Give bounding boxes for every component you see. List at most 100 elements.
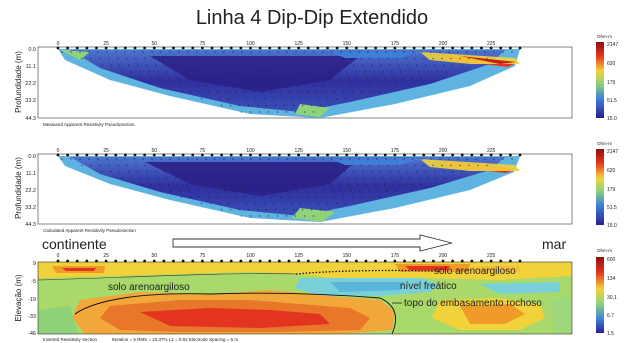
x-tick: 25 xyxy=(103,253,109,259)
datapoint-marker xyxy=(448,51,450,53)
datapoint-marker xyxy=(427,71,429,73)
datapoint-marker xyxy=(229,208,232,211)
x-tick: 25 xyxy=(103,41,109,47)
datapoint-marker xyxy=(420,183,422,186)
datapoint-marker xyxy=(231,183,233,186)
electrode-marker xyxy=(306,46,310,50)
datapoint-marker xyxy=(223,51,225,53)
datapoint-marker xyxy=(175,177,177,179)
electrode-marker xyxy=(383,259,387,263)
datapoint-marker xyxy=(209,64,211,67)
x-tick: 125 xyxy=(294,41,303,47)
datapoint-marker xyxy=(297,164,299,167)
datapoint-marker xyxy=(117,164,119,167)
datapoint-marker xyxy=(259,158,261,160)
datapoint-marker xyxy=(254,202,257,205)
datapoint-marker xyxy=(160,84,163,87)
left-label: continente xyxy=(42,236,107,252)
datapoint-marker xyxy=(389,170,391,173)
datapoint-marker xyxy=(324,196,327,198)
datapoint-marker xyxy=(358,84,361,87)
y-tick: 11.1 xyxy=(26,171,36,177)
electrode-marker xyxy=(451,46,455,50)
datapoint-marker xyxy=(171,57,173,60)
datapoint-marker xyxy=(292,71,294,73)
datapoint-marker xyxy=(288,57,290,60)
datapoint-marker xyxy=(189,91,192,93)
datapoint-marker xyxy=(315,57,317,60)
datapoint-marker xyxy=(234,57,236,60)
datapoint-marker xyxy=(348,183,350,186)
datapoint-marker xyxy=(367,189,370,192)
direction-arrow xyxy=(172,234,453,252)
electrode-marker xyxy=(56,153,60,157)
electrode-marker xyxy=(489,46,493,50)
datapoint-marker xyxy=(160,51,162,53)
x-tick: 25 xyxy=(103,148,109,154)
electrode-marker xyxy=(172,46,175,50)
datapoint-marker xyxy=(277,158,279,160)
electrode-marker xyxy=(287,259,291,263)
datapoint-marker xyxy=(160,189,163,192)
electrode-marker xyxy=(354,46,358,50)
datapoint-marker xyxy=(292,208,295,211)
measured-datapoints xyxy=(61,51,513,113)
datapoint-marker xyxy=(382,71,384,73)
electrode-marker xyxy=(441,153,445,157)
datapoint-marker xyxy=(261,91,264,93)
datapoint-marker xyxy=(411,183,413,186)
datapoint-marker xyxy=(299,170,301,173)
datapoint-marker xyxy=(286,189,289,192)
electrode-marker xyxy=(268,46,272,50)
electrode-marker xyxy=(95,153,98,157)
electrode-marker xyxy=(258,46,262,50)
datapoint-marker xyxy=(207,196,210,198)
electrode-marker xyxy=(277,153,281,157)
datapoint-marker xyxy=(207,164,209,167)
datapoint-marker xyxy=(88,51,90,53)
colorbar-tick: 2147 xyxy=(607,149,618,155)
colorbar-tick: 6.7 xyxy=(607,313,614,319)
datapoint-marker xyxy=(439,51,441,53)
datapoint-marker xyxy=(303,183,305,186)
electrode-marker xyxy=(326,153,329,157)
datapoint-marker xyxy=(202,71,204,73)
datapoint-marker xyxy=(256,104,259,107)
electrode-marker xyxy=(123,259,127,263)
electrode-marker xyxy=(499,259,503,263)
colorbar-tick: 15.0 xyxy=(607,223,617,229)
datapoint-marker xyxy=(335,97,338,100)
datapoint-marker xyxy=(376,189,379,192)
electrode-marker xyxy=(441,259,445,263)
datapoint-marker xyxy=(313,51,315,53)
datapoint-marker xyxy=(340,84,343,87)
datapoint-marker xyxy=(376,51,378,53)
colorbar-tick: 15.0 xyxy=(607,116,617,122)
datapoint-marker xyxy=(299,202,302,205)
datapoint-marker xyxy=(378,57,380,60)
electrode-marker xyxy=(441,46,445,50)
datapoint-marker xyxy=(294,77,296,80)
y-tick: 33.2 xyxy=(25,98,36,104)
electrode-marker xyxy=(393,259,397,263)
electrode-marker xyxy=(374,153,378,157)
datapoint-marker xyxy=(398,170,400,173)
calculated-electrodes xyxy=(56,153,522,157)
calculated-datapoints xyxy=(61,158,513,217)
electrode-marker xyxy=(306,259,310,263)
datapoint-marker xyxy=(234,196,237,198)
datapoint-marker xyxy=(263,170,265,173)
datapoint-marker xyxy=(245,170,247,173)
datapoint-marker xyxy=(461,64,463,67)
datapoint-marker xyxy=(321,77,323,80)
electrode-marker xyxy=(470,46,474,50)
datapoint-marker xyxy=(281,202,284,205)
electrode-marker xyxy=(354,153,358,157)
datapoint-marker xyxy=(153,164,155,167)
electrode-marker xyxy=(518,259,522,263)
datapoint-marker xyxy=(331,158,333,160)
datapoint-marker xyxy=(220,208,223,211)
datapoint-marker xyxy=(214,158,216,160)
electrode-marker xyxy=(335,46,339,50)
datapoint-marker xyxy=(281,97,284,100)
